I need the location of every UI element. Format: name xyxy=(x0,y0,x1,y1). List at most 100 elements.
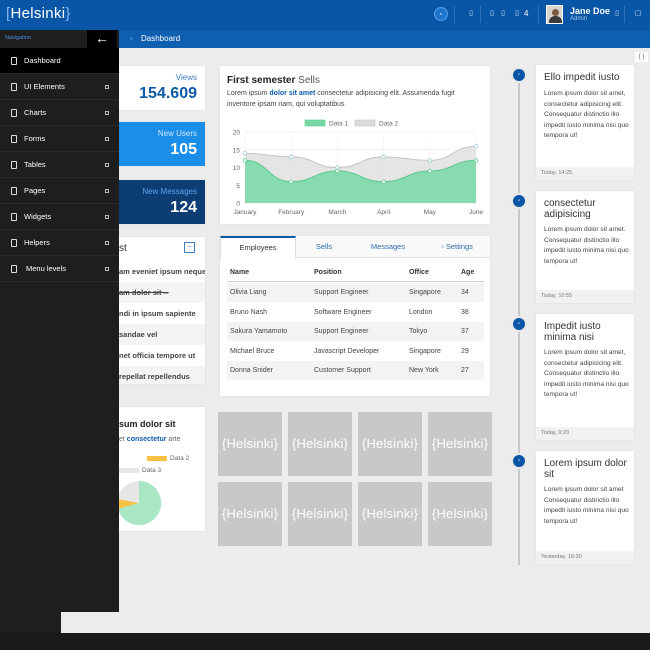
table-cell-office: New York xyxy=(409,367,439,374)
divider xyxy=(624,6,625,23)
column-header-name[interactable]: Name xyxy=(230,269,250,276)
data-point[interactable] xyxy=(473,144,479,149)
sidebar-item-pages[interactable]: Pages xyxy=(0,178,119,204)
y-tick-label: 10 xyxy=(233,165,241,172)
todo-list-card: st − am eveniet ipsum neque am dolor sit… xyxy=(119,237,205,384)
fullscreen-icon[interactable]: ▢ xyxy=(634,10,642,17)
tab-sells[interactable]: Sells xyxy=(315,242,333,251)
area-chart: 0 5 10 15 20 January February March April May June… xyxy=(233,119,483,216)
home-icon[interactable]: ▫ xyxy=(130,34,133,43)
header-divider xyxy=(227,281,484,282)
sidebar-item-forms[interactable]: Forms xyxy=(0,126,119,152)
pie-chart-card: sum dolor sit et consectetur arte Data 2… xyxy=(119,407,205,531)
list-item[interactable]: ndi in ipsum sapiente xyxy=(119,309,196,318)
y-tick-label: 20 xyxy=(233,130,241,137)
table-row[interactable]: Olivia Liang Support Engineer Singapore 34 xyxy=(227,283,484,302)
data-point[interactable] xyxy=(288,179,294,184)
logo-tile[interactable]: {Helsinki} xyxy=(358,482,422,546)
timeline-time: Today, 9:20 xyxy=(536,427,634,440)
expand-icon xyxy=(105,163,109,167)
timeline-title: consectetur adipisicing xyxy=(544,198,596,220)
data-point[interactable] xyxy=(242,151,248,156)
breadcrumb[interactable]: Dashboard xyxy=(141,34,181,43)
table-cell-name: Sakura Yamamoto xyxy=(230,328,288,335)
logo-tile[interactable]: {Helsinki} xyxy=(358,412,422,476)
logo-tile[interactable]: {Helsinki} xyxy=(428,412,492,476)
expand-icon xyxy=(105,137,109,141)
column-header-position[interactable]: Position xyxy=(314,269,342,276)
back-arrow-icon[interactable]: ← xyxy=(87,30,117,48)
employees-table-card: Employees Sells Messages ▫ Settings Name… xyxy=(220,236,490,396)
column-header-office[interactable]: Office xyxy=(409,269,429,276)
logo-tile[interactable]: {Helsinki} xyxy=(218,412,282,476)
logo-tile[interactable]: {Helsinki} xyxy=(218,482,282,546)
column-header-age[interactable]: Age xyxy=(461,269,475,276)
settings-icon[interactable]: ▯ xyxy=(501,10,505,17)
app-logo[interactable]: [Helsinki} xyxy=(6,5,71,22)
messages-icon[interactable]: ▯ xyxy=(515,10,519,17)
table-row[interactable]: Sakura Yamamoto Support Engineer Tokyo 37 xyxy=(227,322,484,341)
logo-tile[interactable]: {Helsinki} xyxy=(288,412,352,476)
user-name[interactable]: Jane Doe xyxy=(570,6,611,16)
sidebar-item-widgets[interactable]: Widgets xyxy=(0,204,119,230)
list-item[interactable]: net officia tempore ut xyxy=(119,351,196,360)
pie-legend-data3: Data 3 xyxy=(119,467,161,474)
user-menu-icon[interactable]: ▯ xyxy=(615,10,619,17)
x-tick-label: January xyxy=(233,209,257,216)
data-point[interactable] xyxy=(473,158,479,163)
list-item[interactable]: am dolor sit -- xyxy=(119,282,205,303)
logo-tile[interactable]: {Helsinki} xyxy=(428,482,492,546)
timeline-card[interactable]: consectetur adipisicing Lorem ipsum dolo… xyxy=(536,191,634,303)
data-point[interactable] xyxy=(427,158,432,163)
expand-icon xyxy=(105,215,109,219)
sidebar-item-tables[interactable]: Tables xyxy=(0,152,119,178)
data-point[interactable] xyxy=(242,158,248,163)
tab-messages[interactable]: Messages xyxy=(370,242,406,251)
table-row[interactable]: Donna Snider Customer Support New York 27 xyxy=(227,361,484,380)
list-options-icon[interactable]: − xyxy=(184,242,195,253)
code-toggle-button[interactable]: { } xyxy=(635,52,648,62)
data-point[interactable] xyxy=(288,154,294,160)
timeline-dot-icon: ▫ xyxy=(511,193,527,209)
logo-tile[interactable]: {Helsinki} xyxy=(288,482,352,546)
notifications-icon[interactable]: ▯ xyxy=(469,10,473,17)
timeline-card[interactable]: Impedit iusto minima nisi Lorem ipsum do… xyxy=(536,314,634,440)
list-item[interactable]: sandae vel xyxy=(119,324,205,345)
table-row[interactable]: Michael Bruce Javascript Developer Singapo… xyxy=(227,342,484,361)
sidebar-item-dashboard[interactable]: Dashboard xyxy=(0,48,119,74)
page-icon xyxy=(11,109,17,117)
sidebar: Navigation ← Dashboard UI Elements Chart… xyxy=(0,30,119,612)
data-point[interactable] xyxy=(381,154,386,160)
sidebar-item-helpers[interactable]: Helpers xyxy=(0,230,119,256)
list-item[interactable]: am eveniet ipsum neque xyxy=(119,267,205,276)
data-point[interactable] xyxy=(381,179,386,184)
table-row[interactable]: Bruno Nash Software Engineer London 38 xyxy=(227,303,484,322)
list-title: st xyxy=(119,243,127,254)
timeline-title: Lorem ipsum dolor sit xyxy=(544,458,627,480)
table-cell-age: 34 xyxy=(461,289,469,296)
sidebar-item-menu-levels[interactable]: Menu levels xyxy=(0,256,119,282)
page-icon xyxy=(11,135,17,143)
avatar[interactable] xyxy=(546,5,563,24)
expand-icon xyxy=(105,111,109,115)
sidebar-item-charts[interactable]: Charts xyxy=(0,100,119,126)
list-item[interactable]: repellat repellendus xyxy=(119,366,205,384)
search-icon[interactable]: ▫ xyxy=(434,7,448,21)
tasks-icon[interactable]: ▯ xyxy=(490,10,494,17)
timeline-card[interactable]: Lorem ipsum dolor sit Lorem ipsum dolor … xyxy=(536,451,634,564)
page-icon xyxy=(11,161,17,169)
pie-title: sum dolor sit xyxy=(119,419,176,429)
data-point[interactable] xyxy=(427,168,432,174)
data-point[interactable] xyxy=(335,168,340,174)
timeline-card[interactable]: Ello impedit iusto Lorem ipsum dolor sit… xyxy=(536,65,634,180)
page-icon xyxy=(11,83,17,91)
tab-settings[interactable]: ▫ Settings xyxy=(441,242,473,251)
logo-text: Helsinki xyxy=(10,5,66,22)
sidebar-item-ui-elements[interactable]: UI Elements xyxy=(0,74,119,100)
new-users-stat-card: New Users 105 xyxy=(119,122,205,166)
table-cell-age: 29 xyxy=(461,347,469,355)
line-series-2 xyxy=(244,145,477,169)
data-point[interactable] xyxy=(335,165,340,170)
tab-employees[interactable]: Employees xyxy=(220,236,296,259)
x-tick-label: June xyxy=(469,209,483,216)
